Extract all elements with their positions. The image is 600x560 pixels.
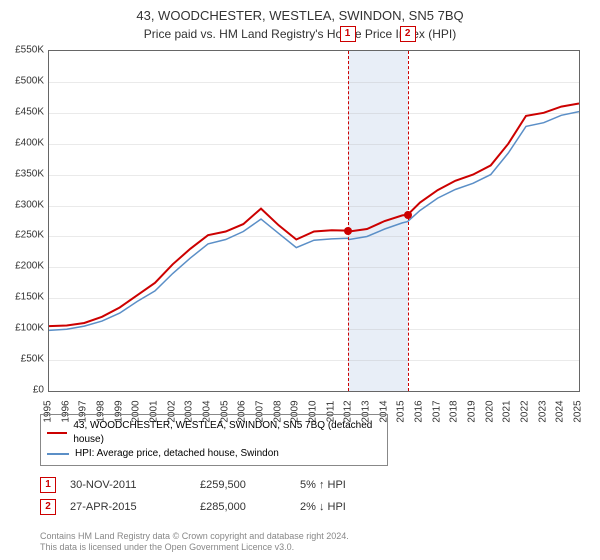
- footnote: Contains HM Land Registry data © Crown c…: [40, 531, 349, 554]
- y-axis-label: £100K: [15, 323, 44, 334]
- sale-date: 30-NOV-2011: [70, 479, 200, 491]
- sales-table: 1 30-NOV-2011£259,5005% ↑ HPI 2 27-APR-2015…: [40, 474, 580, 518]
- y-axis-label: £0: [33, 385, 44, 396]
- chart-title: 43, WOODCHESTER, WESTLEA, SWINDON, SN5 7…: [0, 0, 600, 25]
- series-hpi: [49, 112, 579, 331]
- y-axis-label: £550K: [15, 45, 44, 56]
- sale-delta: 2% ↓ HPI: [300, 501, 390, 513]
- y-axis-label: £400K: [15, 137, 44, 148]
- plot-region: [48, 50, 580, 392]
- sale-vline: [408, 51, 409, 391]
- sale-date: 27-APR-2015: [70, 501, 200, 513]
- sale-row-marker: 1: [40, 477, 56, 493]
- sale-row-marker: 2: [40, 499, 56, 515]
- sale-row: 1 30-NOV-2011£259,5005% ↑ HPI: [40, 474, 580, 496]
- series-price_paid: [49, 104, 579, 327]
- sale-row: 2 27-APR-2015£285,0002% ↓ HPI: [40, 496, 580, 518]
- sale-price: £259,500: [200, 479, 300, 491]
- y-axis-label: £200K: [15, 261, 44, 272]
- y-axis-label: £450K: [15, 106, 44, 117]
- sale-point: [404, 211, 412, 219]
- legend-row-2: HPI: Average price, detached house, Swin…: [47, 447, 381, 461]
- legend-box: 43, WOODCHESTER, WESTLEA, SWINDON, SN5 7…: [40, 414, 388, 466]
- sale-marker-box: 2: [400, 26, 416, 42]
- y-axis-label: £50K: [21, 354, 44, 365]
- legend-label-2: HPI: Average price, detached house, Swin…: [75, 447, 279, 461]
- chart-subtitle: Price paid vs. HM Land Registry's House …: [0, 25, 600, 41]
- y-axis-label: £350K: [15, 168, 44, 179]
- line-series: [49, 51, 579, 391]
- chart-area: £0£50K£100K£150K£200K£250K£300K£350K£400…: [48, 50, 578, 390]
- legend-label-1: 43, WOODCHESTER, WESTLEA, SWINDON, SN5 7…: [73, 419, 381, 447]
- y-axis-label: £250K: [15, 230, 44, 241]
- y-axis-label: £500K: [15, 75, 44, 86]
- footnote-line-2: This data is licensed under the Open Gov…: [40, 542, 349, 554]
- y-axis-label: £300K: [15, 199, 44, 210]
- y-axis-label: £150K: [15, 292, 44, 303]
- legend-area: 43, WOODCHESTER, WESTLEA, SWINDON, SN5 7…: [40, 414, 580, 518]
- sale-price: £285,000: [200, 501, 300, 513]
- sale-vline: [348, 51, 349, 391]
- footnote-line-1: Contains HM Land Registry data © Crown c…: [40, 531, 349, 543]
- legend-swatch-2: [47, 453, 69, 455]
- sale-delta: 5% ↑ HPI: [300, 479, 390, 491]
- legend-swatch-1: [47, 432, 67, 434]
- sale-marker-box: 1: [340, 26, 356, 42]
- legend-row-1: 43, WOODCHESTER, WESTLEA, SWINDON, SN5 7…: [47, 419, 381, 447]
- sale-point: [344, 227, 352, 235]
